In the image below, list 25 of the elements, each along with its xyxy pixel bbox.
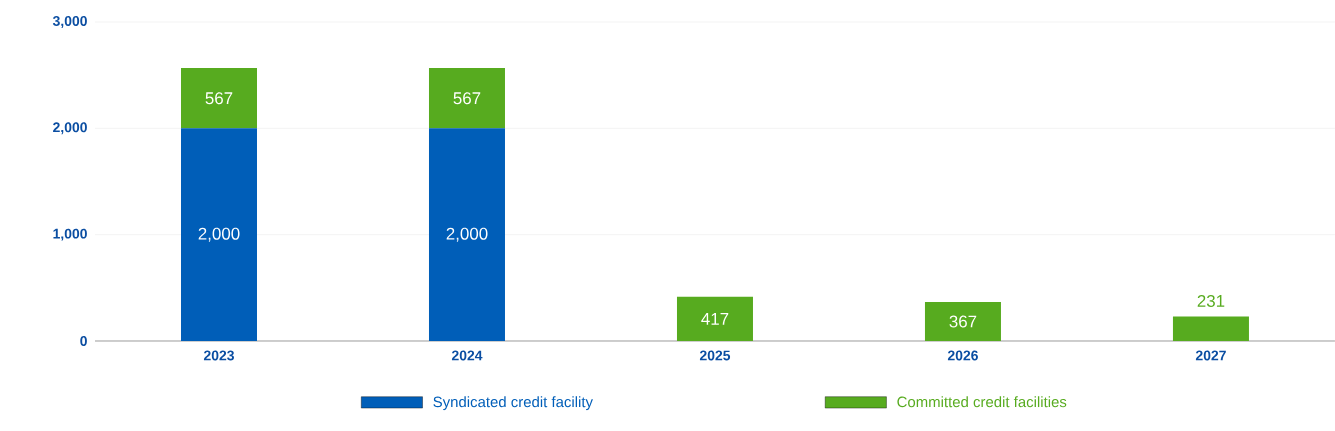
bar [181,68,257,129]
bar [1172,316,1249,341]
data-label: 2,000 [198,227,240,242]
bar [676,296,753,341]
legend-label: Syndicated credit facility [433,396,593,411]
bar [428,68,505,129]
bar [924,301,1001,341]
data-label: 231 [1197,294,1225,307]
x-tick-label: 2026 [947,350,978,361]
data-label: 567 [453,92,481,105]
x-tick-label: 2025 [699,350,731,361]
x-tick-label: 2027 [1195,350,1226,361]
bar [428,128,505,341]
x-tick-label: 2023 [203,350,234,361]
data-label: 367 [949,315,977,328]
y-tick-label: 0 [80,336,87,346]
legend-label: Committed credit facilities [897,396,1067,408]
y-tick-label: 3,000 [52,16,87,28]
data-label: 2,000 [446,227,488,242]
y-tick-label: 1,000 [53,228,87,241]
data-label: 417 [701,313,729,325]
x-tick-label: 2024 [451,350,483,361]
data-label: 567 [205,92,233,105]
bar [181,128,257,341]
y-tick-label: 2,000 [53,122,87,135]
